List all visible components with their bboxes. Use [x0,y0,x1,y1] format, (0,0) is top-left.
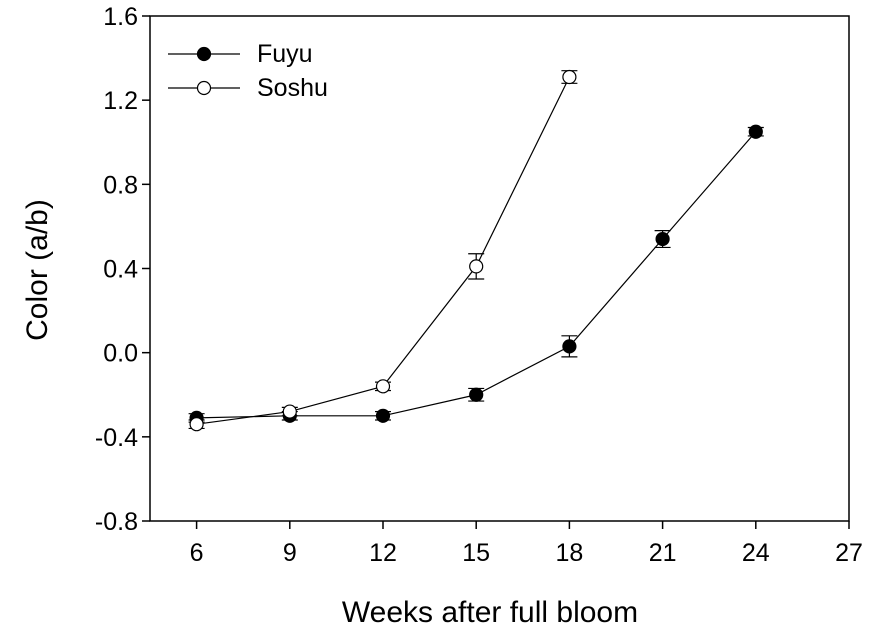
point-soshu-18 [562,69,577,85]
point-fuyu-15 [469,387,484,402]
x-tick-label-18: 18 [555,539,583,567]
point-soshu-9 [282,404,297,419]
x-tick-label-9: 9 [283,539,297,567]
y-tick-label-6: 1.6 [103,3,138,31]
series-soshu [188,69,578,432]
y-tick-label-0: -0.8 [95,508,138,536]
y-tick-label-4: 0.8 [103,171,138,199]
point-fuyu-24 [748,124,763,139]
y-tick-label-3: 0.4 [103,256,138,284]
series-layer [188,69,764,432]
legend-marker-soshu [196,80,212,96]
y-tick-label-5: 1.2 [103,87,138,115]
y-axis-title: Color (a/b) [21,199,54,341]
x-tick-label-21: 21 [649,539,677,567]
x-tick-label-6: 6 [190,539,204,567]
legend: Fuyu Soshu [168,40,328,102]
point-fuyu-18 [562,339,577,354]
point-soshu-6 [189,417,204,432]
legend-label-soshu: Soshu [257,74,328,102]
plot-frame [149,15,850,522]
point-fuyu-12 [375,408,391,423]
y-axis-ticks: -0.8 -0.4 0.0 0.4 0.8 1.2 1.6 [95,3,150,536]
series-line-soshu [196,76,570,425]
legend-marker-fuyu [196,46,212,62]
x-tick-label-24: 24 [742,539,770,567]
x-tick-label-12: 12 [369,539,397,567]
x-tick-label-15: 15 [462,539,490,567]
y-tick-label-1: -0.4 [95,424,138,452]
y-tick-label-2: 0.0 [103,340,138,368]
x-axis-title: Weeks after full bloom [342,596,638,629]
legend-label-fuyu: Fuyu [257,40,313,68]
point-soshu-15 [469,259,484,274]
x-tick-label-27: 27 [835,539,863,567]
point-soshu-12 [375,379,391,394]
point-fuyu-21 [655,231,670,247]
x-axis-ticks: 6 9 12 15 18 21 24 27 [190,521,863,567]
